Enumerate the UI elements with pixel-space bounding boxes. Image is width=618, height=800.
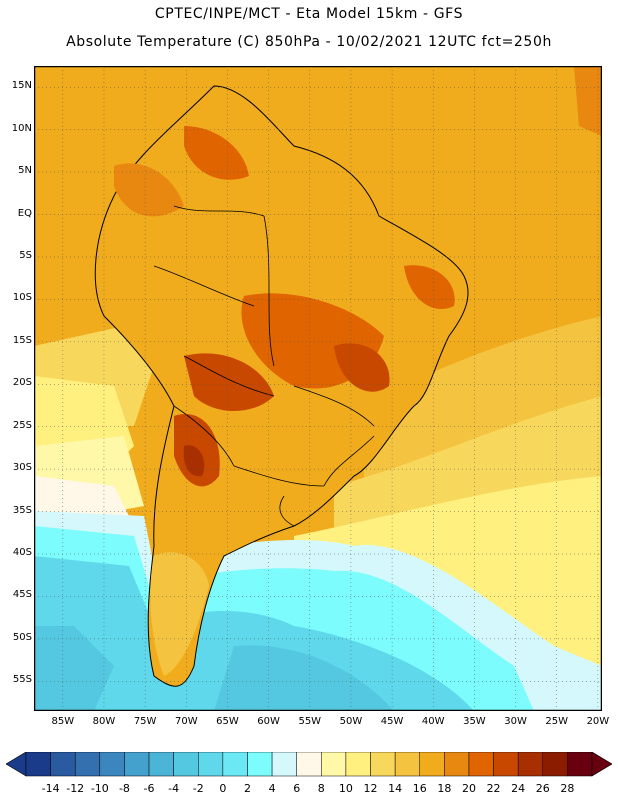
longitude-label: 65W: [216, 716, 239, 727]
colorbar-label: -8: [118, 782, 130, 795]
colorbar-swatch: [321, 752, 347, 777]
land-cooler-patagonia: [150, 552, 209, 676]
colorbar-swatch: [419, 752, 445, 777]
latitude-label: 20S: [12, 377, 32, 389]
longitude-label: 50W: [339, 716, 363, 727]
colorbar-label: 14: [388, 782, 403, 795]
northeast-ocean-zone: [574, 66, 602, 136]
caribbean-zone: [34, 66, 602, 136]
temperature-map: [34, 66, 602, 711]
colorbar-swatch: [124, 752, 150, 777]
colorbar: [6, 752, 612, 777]
cold-ocean-3: [34, 556, 474, 711]
colorbar-label: -14: [41, 782, 60, 795]
title-line-2: Absolute Temperature (C) 850hPa - 10/02/…: [66, 34, 552, 50]
cold-ocean-4: [34, 626, 114, 711]
longitude-label: 60W: [257, 716, 280, 727]
latitude-label: 40S: [12, 546, 32, 558]
latitude-label: 10N: [11, 122, 32, 134]
latitude-label: 50S: [12, 631, 32, 643]
colorbar-swatch: [493, 752, 519, 777]
colorbar-label: 26: [535, 782, 550, 795]
latitude-label: 45S: [12, 589, 32, 601]
longitude-label: 25W: [545, 716, 569, 727]
colorbar-high-arrow: [591, 752, 612, 777]
latitude-label: 55S: [12, 674, 32, 686]
colorbar-label: 4: [268, 782, 276, 795]
latitude-label: 10S: [12, 292, 32, 304]
map-panel: [34, 66, 602, 711]
colorbar-swatch: [25, 752, 51, 777]
colorbar-swatch: [370, 752, 396, 777]
colorbar-swatch: [50, 752, 76, 777]
colorbar-label: 2: [243, 782, 251, 795]
colorbar-swatch: [271, 752, 297, 777]
colorbar-swatch: [296, 752, 322, 777]
colorbar-swatch: [222, 752, 248, 777]
latitude-label: 25S: [12, 419, 32, 431]
land-heat-chaco-core: [183, 445, 205, 477]
land-heat-venezuela: [184, 126, 249, 180]
cold-ocean-5: [214, 645, 394, 711]
colorbar-label: -4: [168, 782, 180, 795]
colorbar-label: 6: [293, 782, 301, 795]
longitude-label: 30W: [504, 716, 527, 727]
latitude-label: 35S: [12, 504, 32, 516]
latitude-label: EQ: [17, 207, 32, 219]
colorbar-swatch: [444, 752, 470, 777]
colorbar-swatch: [567, 752, 593, 777]
land-heat-northwest: [114, 163, 184, 217]
colorbar-swatch: [394, 752, 420, 777]
colorbar-swatch: [148, 752, 174, 777]
longitude-label: 20W: [586, 716, 610, 727]
land-heat-southeast: [334, 343, 390, 392]
latitude-label: 15S: [12, 334, 32, 346]
longitude-label: 70W: [174, 716, 198, 727]
longitude-label: 40W: [421, 716, 445, 727]
longitude-label: 55W: [298, 716, 322, 727]
longitude-label: 35W: [463, 716, 486, 727]
colorbar-label: 16: [412, 782, 427, 795]
colorbar-label: -2: [192, 782, 204, 795]
colorbar-label: -10: [90, 782, 109, 795]
colorbar-label: 20: [461, 782, 476, 795]
latitude-label: 5S: [19, 249, 32, 261]
latitude-label: 30S: [12, 462, 32, 474]
colorbar-swatch: [468, 752, 494, 777]
longitude-label: 75W: [133, 716, 157, 727]
colorbar-swatch: [542, 752, 568, 777]
longitude-label: 45W: [380, 716, 404, 727]
colorbar-swatch: [345, 752, 371, 777]
colorbar-low-arrow: [6, 752, 27, 777]
colorbar-swatch: [74, 752, 101, 777]
colorbar-label: 12: [363, 782, 378, 795]
colorbar-label: 8: [317, 782, 325, 795]
colorbar-label: 18: [437, 782, 452, 795]
colorbar-label: 24: [511, 782, 526, 795]
colorbar-swatch: [517, 752, 544, 777]
colorbar-swatch: [173, 752, 199, 777]
title-line-1: CPTEC/INPE/MCT - Eta Model 15km - GFS: [154, 6, 464, 22]
colorbar-swatch: [198, 752, 224, 777]
latitude-label: 5N: [18, 165, 32, 177]
colorbar-swatch: [99, 752, 125, 777]
longitude-label: 80W: [92, 716, 116, 727]
colorbar-label: 10: [338, 782, 353, 795]
colorbar-swatch: [247, 752, 273, 777]
colorbar-label: -6: [143, 782, 155, 795]
colorbar-label: 22: [486, 782, 501, 795]
longitude-label: 85W: [51, 716, 75, 727]
map-frame: [34, 66, 602, 711]
colorbar-label: 28: [560, 782, 575, 795]
land-heat-northeast: [404, 265, 455, 310]
latitude-label: 15N: [11, 80, 32, 92]
colorbar-label: -12: [66, 782, 85, 795]
colorbar-label: 0: [219, 782, 227, 795]
grid-lines: [34, 66, 602, 711]
